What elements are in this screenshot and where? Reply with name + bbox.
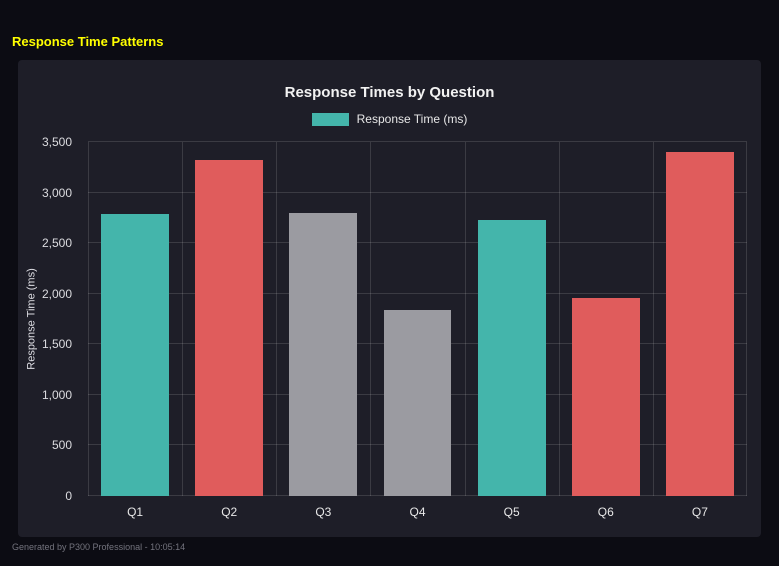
x-tick-label: Q3 xyxy=(315,505,332,519)
bar-Q4[interactable] xyxy=(383,309,452,496)
legend[interactable]: Response Time (ms) xyxy=(18,112,761,126)
page-title: Response Time Patterns xyxy=(12,34,164,49)
gridline-v xyxy=(88,142,89,496)
x-tick-label: Q2 xyxy=(221,505,238,519)
gridline-v xyxy=(558,142,560,496)
legend-swatch xyxy=(311,112,349,126)
gridline-h xyxy=(88,191,747,193)
bar-Q2[interactable] xyxy=(195,160,264,496)
y-axis-ticks: 0 500 1,000 1,500 2,000 2,500 3,000 3,500 xyxy=(18,136,80,502)
legend-label: Response Time (ms) xyxy=(356,112,468,126)
y-tick-label: 0 xyxy=(65,489,72,503)
footer-text: Generated by P300 Professional - 10:05:1… xyxy=(12,542,186,552)
plot-area xyxy=(88,141,747,496)
y-tick-label: 1,500 xyxy=(41,337,72,352)
x-tick-label: Q7 xyxy=(691,505,708,519)
bar-Q5[interactable] xyxy=(477,219,546,496)
gridline-v xyxy=(652,142,654,496)
gridline-v xyxy=(182,142,184,496)
bar-Q7[interactable] xyxy=(666,152,734,496)
y-tick-label: 2,000 xyxy=(41,286,72,301)
gridline-v xyxy=(370,142,372,496)
chart-panel: Response Times by Question Response Time… xyxy=(18,60,761,537)
bar-Q1[interactable] xyxy=(101,213,169,496)
x-tick-label: Q6 xyxy=(597,505,614,519)
x-tick-label: Q5 xyxy=(503,505,520,519)
gridline-h xyxy=(88,141,747,142)
x-tick-label: Q4 xyxy=(409,505,426,519)
y-tick-label: 3,000 xyxy=(41,185,72,200)
y-tick-label: 500 xyxy=(51,438,72,453)
x-tick-label: Q1 xyxy=(127,505,144,519)
y-tick-label: 2,500 xyxy=(41,236,72,251)
y-tick-label: 3,500 xyxy=(41,135,72,149)
gridline-v xyxy=(276,142,278,496)
gridline-v xyxy=(746,142,747,496)
gridline-h xyxy=(88,292,747,294)
bar-Q3[interactable] xyxy=(289,212,358,496)
y-tick-label: 1,000 xyxy=(41,387,72,402)
x-axis-labels: Q1 Q2 Q3 Q4 Q5 Q6 Q7 xyxy=(88,505,747,523)
gridline-v xyxy=(464,142,466,496)
bar-Q6[interactable] xyxy=(571,297,640,496)
gridline-h xyxy=(88,242,747,244)
chart-title: Response Times by Question xyxy=(284,84,495,101)
